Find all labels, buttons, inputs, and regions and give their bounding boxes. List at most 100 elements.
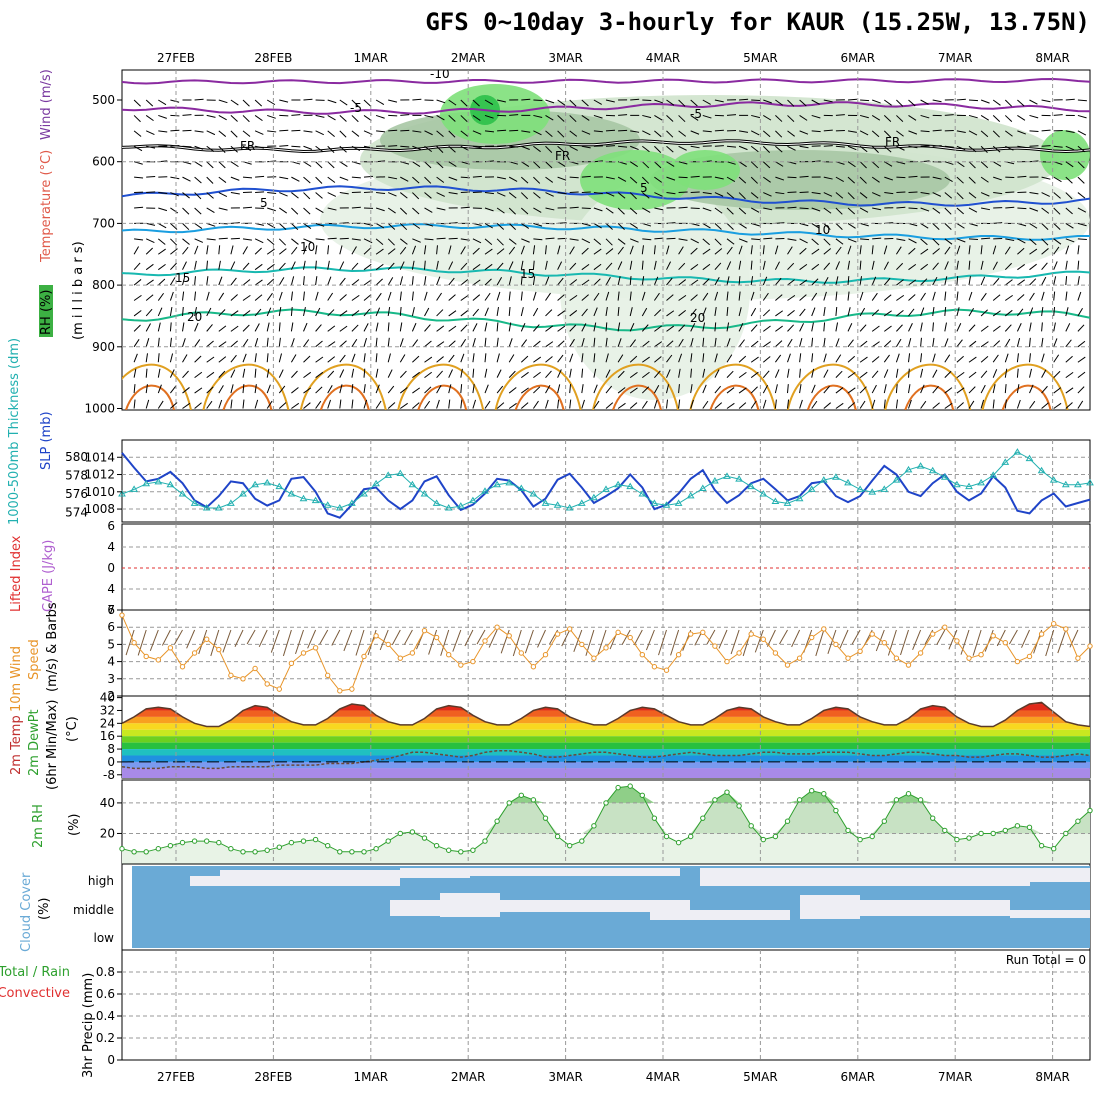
wind-barb: [811, 337, 814, 347]
thickness-point: [965, 482, 973, 490]
wind-barb: [436, 114, 445, 121]
thickness-point: [711, 477, 719, 484]
wind-barb: [278, 262, 286, 271]
wind-barb: [399, 207, 408, 215]
wind10-point: [518, 650, 524, 656]
wind-barb: [375, 322, 379, 332]
wind-barb: [218, 245, 221, 255]
rh2m-point: [675, 839, 682, 846]
wind-barb: [351, 206, 361, 209]
wind-barb: [847, 260, 851, 270]
wind-barb: [714, 369, 720, 378]
wind-barb: [339, 369, 345, 378]
wind-barb: [508, 370, 516, 378]
wind10-barb: [645, 629, 655, 651]
wind-barb: [533, 192, 541, 199]
wind10-point: [191, 650, 198, 656]
wind-barb: [968, 176, 976, 184]
y-tick-label: 500: [92, 93, 115, 107]
thickness-point: [698, 484, 707, 491]
rh2m-point: [869, 833, 875, 840]
wind-barb: [194, 161, 203, 167]
wind-barb: [581, 238, 591, 244]
wind-barb: [654, 192, 663, 197]
wind-barb: [508, 338, 513, 347]
wind-barb: [883, 277, 891, 286]
wind-barb: [895, 384, 898, 394]
thickness-point: [384, 471, 393, 478]
wind-barb: [1077, 400, 1084, 409]
wind-barb: [847, 192, 855, 200]
cape-tick-label: 4: [107, 582, 115, 596]
wind-barb: [629, 371, 638, 379]
thickness-point: [880, 485, 889, 492]
wind10-barb: [936, 629, 946, 645]
wind-barb: [593, 278, 601, 286]
wind-barb: [714, 337, 717, 347]
wind10-barb: [900, 629, 909, 656]
wind-barb: [678, 399, 681, 409]
wind-barb: [690, 99, 698, 107]
wind-barb: [690, 353, 693, 363]
wind10-barb: [960, 629, 970, 655]
wind-barb: [980, 115, 989, 121]
wind-barb: [787, 353, 791, 363]
wind-barb: [497, 176, 507, 180]
wind-barb: [605, 277, 611, 286]
wind-barb: [496, 306, 499, 317]
rh2m-point: [385, 838, 391, 844]
wind-barb: [932, 99, 942, 103]
wind-barb: [170, 114, 180, 117]
wind10-point: [845, 655, 851, 661]
wind-barb: [908, 263, 917, 271]
y-tick-label: 32: [100, 703, 115, 717]
wind10-point: [930, 631, 936, 637]
wind10-point: [712, 643, 718, 649]
wind-barb: [496, 262, 504, 271]
temperature-band: [122, 729, 1090, 737]
thickness-point: [481, 487, 489, 494]
wind-barb: [787, 279, 795, 286]
wind-barb: [787, 338, 793, 348]
wind-barb: [351, 99, 359, 107]
wind-barb: [545, 245, 547, 255]
wind-barb: [133, 310, 142, 317]
wind-barb: [799, 191, 809, 194]
wind-barb: [932, 207, 941, 214]
wind-barb: [581, 337, 585, 347]
wind-barb: [835, 145, 845, 148]
wind-barb: [799, 130, 809, 135]
wind-barb: [303, 276, 305, 286]
wind-barb: [605, 192, 615, 197]
wind-barb: [1041, 402, 1049, 409]
wind-barb: [1077, 307, 1083, 317]
wind-barb: [436, 161, 444, 169]
temp2m-line: [122, 701, 1090, 728]
wind-barb: [654, 161, 662, 169]
wind-barb: [1077, 260, 1080, 270]
wind-barb: [1065, 307, 1069, 317]
wind-barb: [412, 371, 420, 379]
wind-barb: [424, 400, 431, 409]
wind-barb: [666, 192, 676, 195]
thickness-point: [202, 504, 211, 511]
wind-barb: [206, 114, 216, 118]
wind-barb: [581, 263, 590, 271]
wind10-barb: [633, 629, 643, 646]
wind-barb: [278, 353, 283, 363]
wind-barb: [460, 310, 469, 317]
wind-barb: [774, 354, 782, 363]
wind-barb: [145, 294, 154, 301]
wind-barb: [1029, 130, 1039, 133]
wind-barb: [412, 130, 422, 133]
wind-barb: [230, 277, 237, 286]
wind-barb: [956, 130, 966, 133]
wind-barb: [714, 238, 722, 246]
wind-barb: [545, 370, 552, 378]
wind-barb: [738, 176, 747, 184]
wind-barb: [738, 402, 747, 409]
wind-barb: [617, 322, 621, 332]
wind-barb: [653, 292, 660, 301]
precip-panel-frame: [121, 949, 1091, 1061]
wind-barb: [327, 260, 330, 270]
